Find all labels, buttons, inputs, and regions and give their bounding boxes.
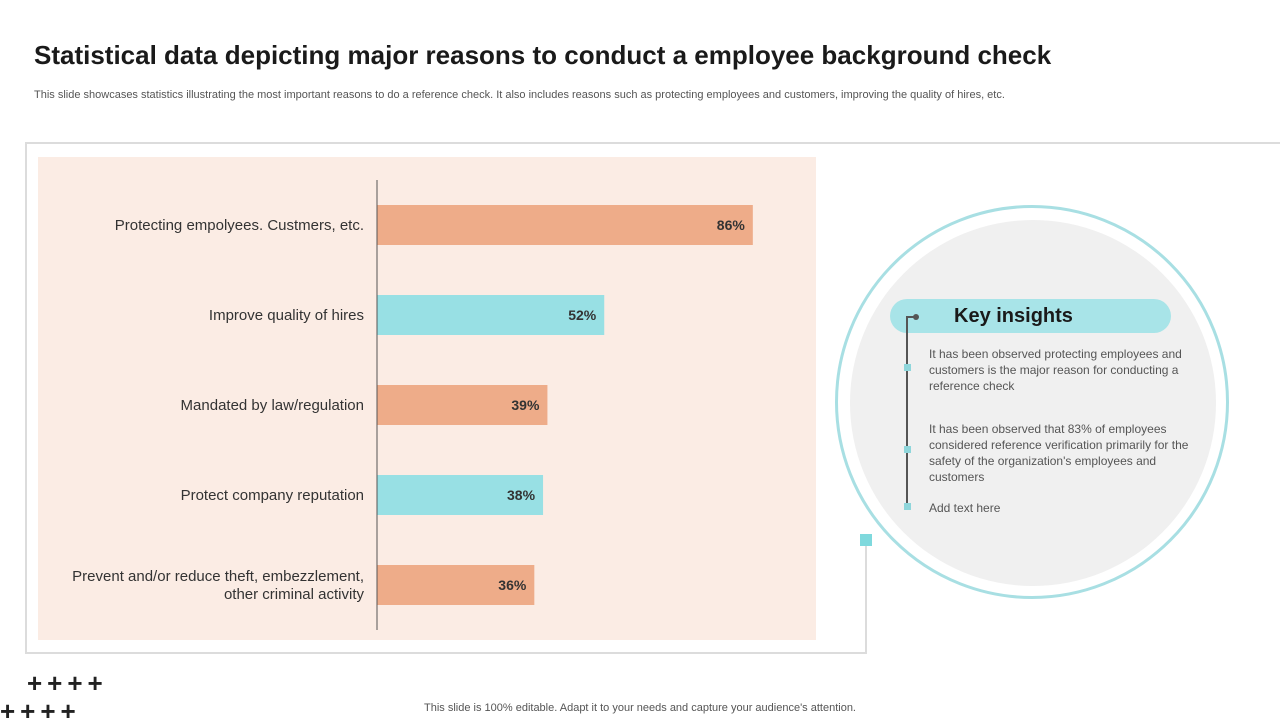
timeline-hook — [906, 316, 916, 318]
bar-value-label: 39% — [511, 397, 540, 413]
category-label: Improve quality of hires — [209, 307, 364, 324]
category-label: other criminal activity — [224, 586, 365, 603]
page-subtitle: This slide showcases statistics illustra… — [34, 89, 1005, 101]
frame-bottom-line — [25, 652, 867, 654]
bar-value-label: 36% — [498, 577, 527, 593]
page-title: Statistical data depicting major reasons… — [34, 40, 1052, 70]
category-label: Mandated by law/regulation — [181, 397, 364, 414]
timeline-line — [906, 318, 908, 508]
insights-circle-inner — [850, 220, 1216, 586]
category-label: Protecting empolyees. Custmers, etc. — [115, 217, 364, 234]
category-label: Prevent and/or reduce theft, embezzlemen… — [72, 568, 364, 585]
timeline-marker — [904, 446, 911, 453]
timeline-dot — [913, 314, 919, 320]
plus-decoration: ++++ — [27, 668, 108, 698]
insight-text-1: It has been observed protecting employee… — [929, 347, 1182, 393]
category-label: Protect company reputation — [181, 487, 364, 504]
bar — [377, 475, 544, 515]
frame-connector-line — [865, 540, 867, 654]
bar — [377, 295, 605, 335]
key-insights-pill — [890, 299, 1171, 333]
insight-text-3: Add text here — [929, 501, 1001, 515]
connector-square — [860, 534, 872, 546]
timeline-marker — [904, 364, 911, 371]
footer-note: This slide is 100% editable. Adapt it to… — [424, 702, 856, 714]
bar-value-label: 52% — [568, 307, 597, 323]
bar-value-label: 38% — [507, 487, 536, 503]
bar-value-label: 86% — [717, 217, 746, 233]
insight-text-2: It has been observed that 83% of employe… — [929, 422, 1189, 484]
bar — [377, 205, 753, 245]
key-insights-heading: Key insights — [954, 305, 1073, 327]
timeline-marker — [904, 503, 911, 510]
bar — [377, 385, 548, 425]
content-frame — [25, 142, 1280, 654]
bar — [377, 565, 535, 605]
